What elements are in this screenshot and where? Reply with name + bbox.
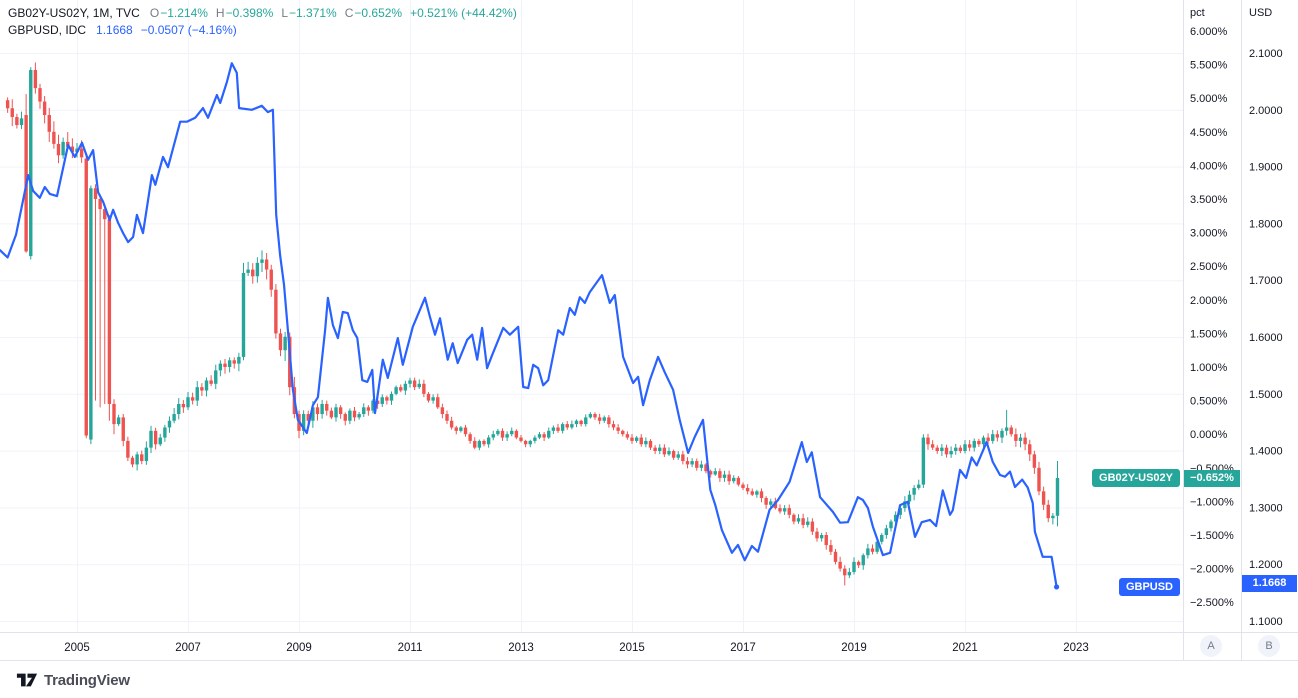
open-label: O: [149, 6, 160, 20]
footer-bar: TradingView: [0, 660, 1298, 698]
spread-last-price-label: −0.652%: [1184, 469, 1240, 487]
usd-axis-labels[interactable]: 2.1000 2.0000 1.9000 1.8000 1.7000 1.6000 1.50…: [1249, 48, 1283, 628]
grid-lines: [0, 0, 1183, 632]
time-axis-labels[interactable]: 2005 2007 2009 2011 2013 2015 2017 2019 2021 2023: [64, 642, 1089, 654]
svg-text:2015: 2015: [619, 642, 645, 654]
gbpusd-change-value: −0.0507 (−4.16%): [140, 23, 237, 37]
axis-borders: [0, 0, 1298, 660]
close-label: C: [344, 6, 354, 20]
svg-text:−2.000%: −2.000%: [1190, 564, 1234, 576]
svg-text:0.000%: 0.000%: [1190, 429, 1228, 441]
svg-text:2007: 2007: [175, 642, 201, 654]
low-label: L: [281, 6, 288, 20]
svg-text:0.500%: 0.500%: [1190, 396, 1228, 408]
svg-text:1.4000: 1.4000: [1249, 446, 1283, 458]
svg-text:4.500%: 4.500%: [1190, 127, 1228, 139]
svg-text:3.000%: 3.000%: [1190, 228, 1228, 240]
svg-text:2013: 2013: [508, 642, 534, 654]
pct-axis-labels[interactable]: 6.000% 5.500% 5.000% 4.500% 4.000% 3.500% 3.00…: [1190, 26, 1234, 609]
svg-text:5.500%: 5.500%: [1190, 60, 1228, 72]
close-value: −0.652%: [354, 6, 403, 20]
svg-text:−1.500%: −1.500%: [1190, 530, 1234, 542]
svg-text:−2.500%: −2.500%: [1190, 597, 1234, 609]
svg-text:1.6000: 1.6000: [1249, 332, 1283, 344]
svg-text:1.500%: 1.500%: [1190, 328, 1228, 340]
svg-text:4.000%: 4.000%: [1190, 160, 1228, 172]
svg-text:1.7000: 1.7000: [1249, 275, 1283, 287]
svg-text:2.000%: 2.000%: [1190, 295, 1228, 307]
svg-text:3.500%: 3.500%: [1190, 194, 1228, 206]
chart-canvas[interactable]: 6.000% 5.500% 5.000% 4.500% 4.000% 3.500% 3.00…: [0, 0, 1298, 660]
tradingview-logo[interactable]: TradingView: [16, 671, 130, 689]
svg-text:1.9000: 1.9000: [1249, 162, 1283, 174]
gbpusd-last-point-dot: [1053, 584, 1060, 590]
tradingview-logo-text: TradingView: [44, 671, 130, 689]
svg-text:2009: 2009: [286, 642, 312, 654]
gbpusd-price-value: 1.1668: [96, 23, 133, 37]
legend-row-spread[interactable]: GB02Y-US02Y, 1M, TVC O−1.214% H−0.398% L−1.…: [8, 5, 525, 22]
gbpusd-line: [0, 62, 1060, 590]
svg-text:1.5000: 1.5000: [1249, 389, 1283, 401]
open-value: −1.214%: [160, 6, 208, 20]
svg-text:1.8000: 1.8000: [1249, 218, 1283, 230]
spread-series-tag: GB02Y-US02Y: [1092, 469, 1180, 487]
pct-scale-title[interactable]: pct: [1190, 7, 1205, 19]
svg-text:2.500%: 2.500%: [1190, 261, 1228, 273]
high-label: H: [215, 6, 225, 20]
svg-text:2021: 2021: [952, 642, 978, 654]
gbpusd-symbol-title: GBPUSD, IDC: [8, 23, 87, 37]
svg-text:1.3000: 1.3000: [1249, 502, 1283, 514]
svg-text:2017: 2017: [730, 642, 756, 654]
svg-text:2.1000: 2.1000: [1249, 48, 1283, 60]
svg-text:2011: 2011: [398, 642, 423, 654]
gbpusd-last-price-label: 1.1668: [1242, 574, 1297, 592]
svg-text:2005: 2005: [64, 642, 90, 654]
svg-text:1.2000: 1.2000: [1249, 559, 1283, 571]
svg-text:2019: 2019: [841, 642, 867, 654]
svg-text:2023: 2023: [1063, 642, 1089, 654]
low-value: −1.371%: [289, 6, 337, 20]
svg-text:2.0000: 2.0000: [1249, 105, 1283, 117]
spread-candles: [5, 62, 1060, 586]
svg-text:1.1000: 1.1000: [1249, 616, 1283, 628]
tradingview-logo-icon: [16, 673, 38, 687]
svg-text:−1.000%: −1.000%: [1190, 496, 1234, 508]
scale-b-button[interactable]: B: [1258, 635, 1280, 657]
svg-text:6.000%: 6.000%: [1190, 26, 1228, 38]
chart-legend: GB02Y-US02Y, 1M, TVC O−1.214% H−0.398% L−1.…: [8, 5, 525, 39]
scale-a-button[interactable]: A: [1200, 635, 1222, 657]
spread-symbol-title: GB02Y-US02Y, 1M, TVC: [8, 6, 140, 20]
legend-row-gbpusd[interactable]: GBPUSD, IDC 1.1668 −0.0507 (−4.16%): [8, 22, 525, 39]
spread-change-value: +0.521% (+44.42%): [410, 6, 517, 20]
usd-scale-title[interactable]: USD: [1249, 7, 1273, 19]
svg-text:1.000%: 1.000%: [1190, 362, 1228, 374]
svg-text:5.000%: 5.000%: [1190, 93, 1228, 105]
high-value: −0.398%: [225, 6, 274, 20]
gbpusd-series-tag: GBPUSD: [1118, 577, 1180, 596]
